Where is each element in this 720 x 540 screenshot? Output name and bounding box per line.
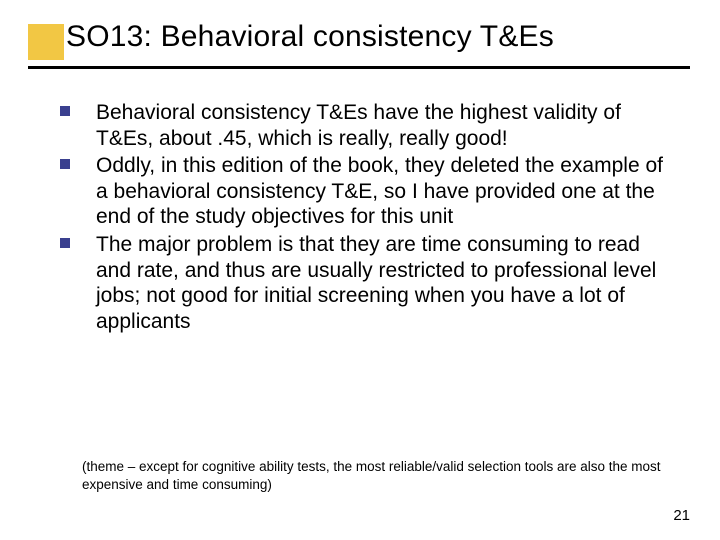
slide: SO13: Behavioral consistency T&Es Behavi…	[0, 0, 720, 540]
bullet-list: Behavioral consistency T&Es have the hig…	[58, 100, 680, 336]
page-number: 21	[673, 507, 690, 524]
bullet-icon-wrap	[58, 232, 96, 248]
list-item-text: Behavioral consistency T&Es have the hig…	[96, 100, 680, 151]
square-bullet-icon	[60, 238, 70, 248]
list-item-text: Oddly, in this edition of the book, they…	[96, 153, 680, 230]
title-accent-box	[28, 24, 64, 60]
list-item: The major problem is that they are time …	[58, 232, 680, 334]
bullet-icon-wrap	[58, 100, 96, 116]
bullet-icon-wrap	[58, 153, 96, 169]
square-bullet-icon	[60, 159, 70, 169]
square-bullet-icon	[60, 106, 70, 116]
list-item-text: The major problem is that they are time …	[96, 232, 680, 334]
list-item: Behavioral consistency T&Es have the hig…	[58, 100, 680, 151]
slide-title: SO13: Behavioral consistency T&Es	[66, 20, 554, 54]
footnote-text: (theme – except for cognitive ability te…	[82, 458, 672, 494]
list-item: Oddly, in this edition of the book, they…	[58, 153, 680, 230]
title-underline	[28, 66, 690, 69]
